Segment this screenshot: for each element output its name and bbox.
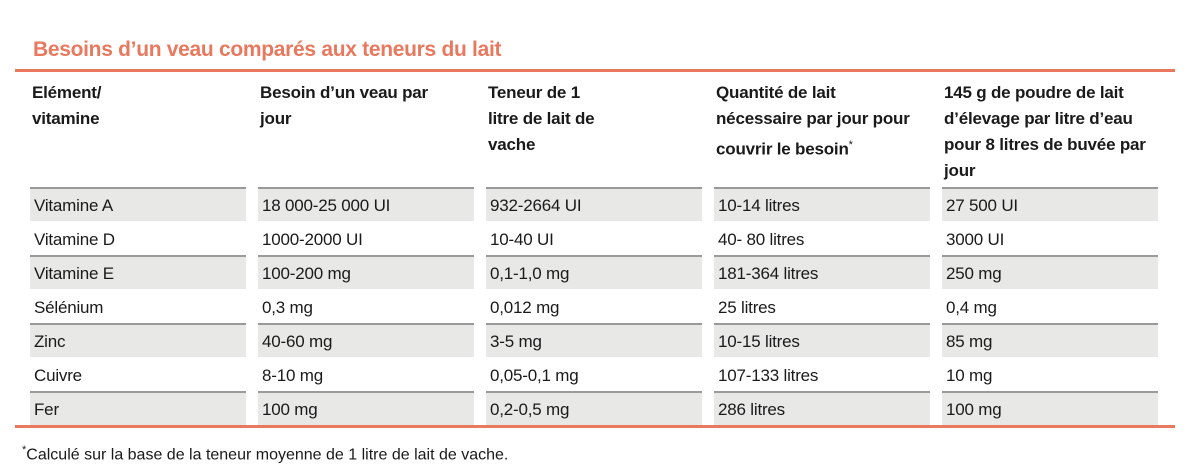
cell-milk-content: 0,2-0,5 mg xyxy=(486,391,702,425)
cell-milk-content: 0,012 mg xyxy=(486,289,702,323)
cell-element: Vitamine D xyxy=(30,221,246,255)
cell-milk-quantity: 40- 80 litres xyxy=(714,221,930,255)
title-rule xyxy=(15,69,1175,72)
header-powder: 145 g de poudre de lait d’élevage par li… xyxy=(944,83,1146,180)
cell-powder: 10 mg xyxy=(942,357,1158,391)
cell-milk-content: 10-40 UI xyxy=(486,221,702,255)
header-element: Elément/ vitamine xyxy=(32,83,102,128)
cell-need: 40-60 mg xyxy=(258,323,474,357)
header-need: Besoin d’un veau par jour xyxy=(260,83,428,128)
cell-need: 0,3 mg xyxy=(258,289,474,323)
cell-powder: 27 500 UI xyxy=(942,187,1158,221)
cell-need: 8-10 mg xyxy=(258,357,474,391)
cell-powder: 0,4 mg xyxy=(942,289,1158,323)
table-bottom-rule xyxy=(15,425,1175,428)
footnote: *Calculé sur la base de la teneur moyenn… xyxy=(22,444,509,464)
cell-powder: 250 mg xyxy=(942,255,1158,289)
cell-powder: 3000 UI xyxy=(942,221,1158,255)
table-title: Besoins d’un veau comparés aux teneurs d… xyxy=(33,38,502,61)
cell-milk-quantity: 25 litres xyxy=(714,289,930,323)
cell-milk-content: 3-5 mg xyxy=(486,323,702,357)
cell-powder: 100 mg xyxy=(942,391,1158,425)
cell-milk-quantity: 181-364 litres xyxy=(714,255,930,289)
cell-milk-quantity: 286 litres xyxy=(714,391,930,425)
cell-element: Vitamine E xyxy=(30,255,246,289)
cell-element: Cuivre xyxy=(30,357,246,391)
cell-milk-quantity: 10-15 litres xyxy=(714,323,930,357)
cell-need: 18 000-25 000 UI xyxy=(258,187,474,221)
cell-need: 100 mg xyxy=(258,391,474,425)
header-milk-quantity: Quantité de lait nécessaire par jour pou… xyxy=(716,83,910,159)
cell-need: 100-200 mg xyxy=(258,255,474,289)
cell-milk-content: 0,05-0,1 mg xyxy=(486,357,702,391)
cell-element: Sélénium xyxy=(30,289,246,323)
header-milk-content: Teneur de 1 litre de lait de vache xyxy=(488,83,595,154)
nutrient-table: Elément/ vitamine Besoin d’un veau par j… xyxy=(30,78,1158,425)
cell-milk-content: 932-2664 UI xyxy=(486,187,702,221)
cell-need: 1000-2000 UI xyxy=(258,221,474,255)
cell-milk-quantity: 10-14 litres xyxy=(714,187,930,221)
cell-element: Vitamine A xyxy=(30,187,246,221)
cell-powder: 85 mg xyxy=(942,323,1158,357)
cell-element: Fer xyxy=(30,391,246,425)
cell-milk-content: 0,1-1,0 mg xyxy=(486,255,702,289)
cell-milk-quantity: 107-133 litres xyxy=(714,357,930,391)
cell-element: Zinc xyxy=(30,323,246,357)
